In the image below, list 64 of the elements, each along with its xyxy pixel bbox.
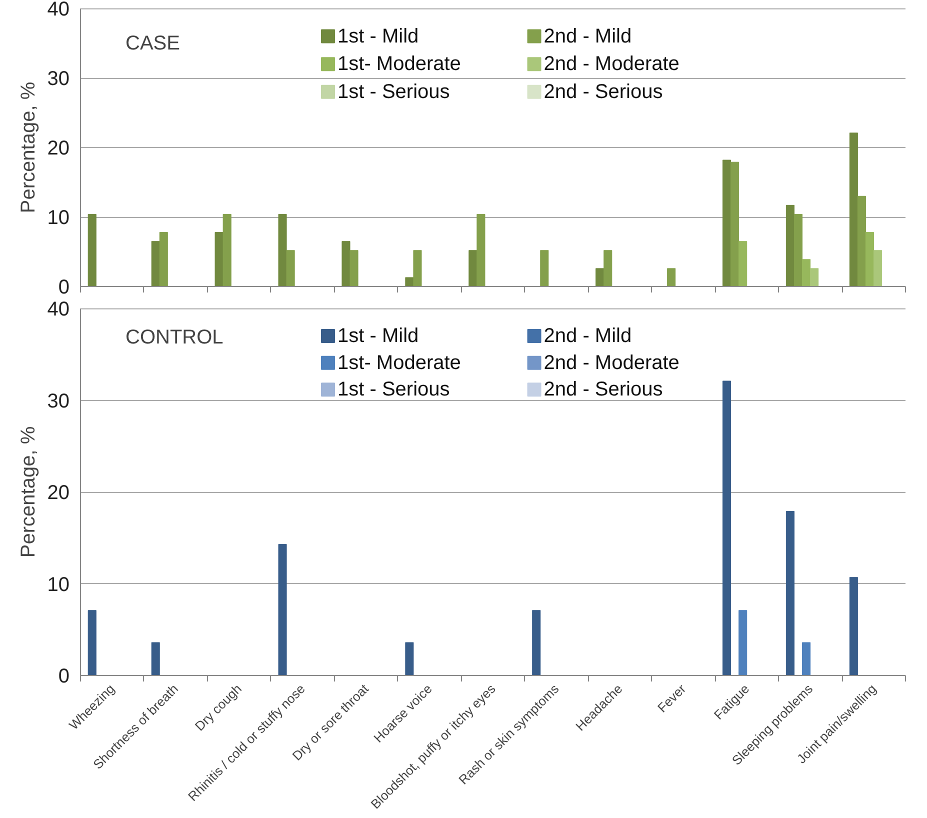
- bar: [802, 259, 811, 286]
- legend-label: 1st - Mild: [338, 325, 419, 348]
- bar: [286, 250, 295, 286]
- bar: [738, 241, 748, 286]
- annotation: CONTROL: [126, 326, 224, 348]
- bar: [476, 214, 486, 286]
- legend-label: 2nd - Mild: [544, 25, 632, 48]
- bar: [596, 268, 604, 286]
- bar: [88, 610, 96, 676]
- y-tick-label: 10: [47, 207, 70, 229]
- bar: [802, 642, 811, 676]
- y-tick-label: 10: [47, 574, 70, 596]
- y-axis-title: Percentage, %: [17, 426, 40, 558]
- y-tick-label: 20: [47, 138, 70, 160]
- y-tick-label: 0: [58, 666, 70, 688]
- bar: [222, 214, 232, 286]
- bar: [786, 511, 794, 676]
- legend-label: 1st - Serious: [338, 378, 450, 401]
- bar: [159, 232, 168, 286]
- bar: [810, 268, 819, 286]
- legend-label: 2nd - Serious: [544, 378, 663, 401]
- bar: [151, 241, 160, 286]
- bar: [278, 214, 287, 286]
- y-tick-label: 30: [47, 390, 70, 412]
- legend-label: 2nd - Moderate: [544, 352, 680, 374]
- bar: [151, 642, 160, 676]
- legend-label: 1st- Moderate: [338, 53, 461, 76]
- y-tick-label: 40: [47, 0, 70, 20]
- bar: [278, 544, 287, 676]
- bar: [874, 250, 882, 286]
- bar: [405, 642, 414, 676]
- bar: [722, 160, 732, 286]
- legend-label: 2nd - Moderate: [544, 53, 680, 76]
- y-tick-label: 40: [47, 298, 70, 320]
- bar: [730, 162, 740, 286]
- bar: [350, 250, 358, 286]
- annotation: CASE: [126, 32, 180, 54]
- y-tick-label: 0: [58, 276, 70, 298]
- legend-label: 1st - Serious: [338, 80, 450, 103]
- legend-label: 1st - Mild: [338, 25, 419, 48]
- bar: [794, 214, 803, 286]
- bar: [786, 204, 794, 286]
- bar: [849, 577, 858, 676]
- bar: [857, 196, 866, 286]
- y-tick-label: 30: [47, 68, 70, 90]
- bar: [405, 277, 414, 286]
- bar: [604, 250, 612, 286]
- bar: [532, 610, 541, 676]
- bar: [214, 232, 224, 286]
- legend-label: 2nd - Mild: [544, 325, 632, 348]
- bar: [865, 232, 874, 286]
- bar: [468, 250, 478, 286]
- y-axis-title: Percentage, %: [17, 82, 40, 214]
- legend-label: 1st- Moderate: [338, 352, 461, 374]
- bar: [667, 268, 676, 286]
- bar: [738, 610, 748, 676]
- y-tick-label: 20: [47, 482, 70, 504]
- bar: [88, 214, 96, 286]
- bar: [849, 132, 858, 286]
- bar: [413, 250, 422, 286]
- bar: [342, 241, 350, 286]
- legend-label: 2nd - Serious: [544, 80, 663, 103]
- bar: [540, 250, 549, 286]
- bar: [722, 380, 732, 676]
